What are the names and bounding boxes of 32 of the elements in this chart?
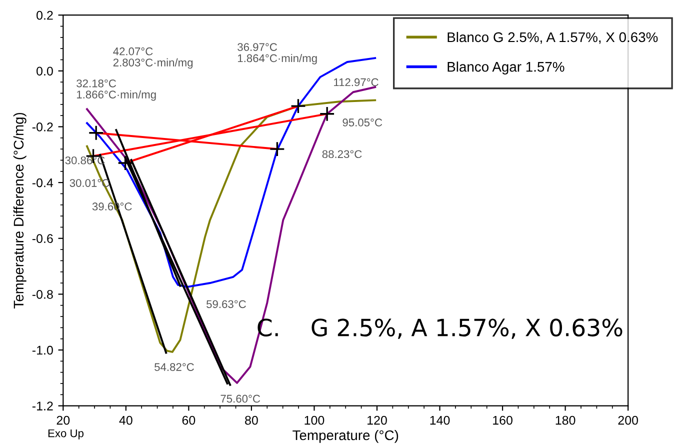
legend-label: Blanco G 2.5%, A 1.57%, X 0.63% bbox=[448, 32, 658, 44]
annotation: 54.82°C bbox=[154, 363, 194, 371]
annotation: 88.23°C bbox=[322, 150, 362, 158]
x-tick-label: 60 bbox=[182, 416, 196, 425]
x-tick-label: 180 bbox=[556, 416, 576, 425]
annotation: 95.05°C bbox=[342, 118, 382, 126]
annotation: 32.18°C 1.866°C·min/mg bbox=[76, 79, 156, 101]
y-tick-label: -1.0 bbox=[32, 346, 53, 355]
y-tick-label: -0.4 bbox=[32, 178, 54, 188]
x-axis-title: Temperature (°C) bbox=[292, 430, 398, 443]
x-tick-label: 160 bbox=[493, 416, 512, 425]
annotation: 36.97°C 1.864°C·min/mg bbox=[238, 43, 317, 64]
annotation: 59.63°C bbox=[206, 300, 246, 308]
y-tick-label: 0.0 bbox=[36, 66, 53, 76]
x-tick-label: 140 bbox=[430, 416, 450, 425]
y-tick-label: -0.6 bbox=[32, 234, 53, 244]
y-tick-label: -0.2 bbox=[32, 122, 53, 132]
x-tick-label: 20 bbox=[56, 416, 70, 425]
text: Exo Up bbox=[48, 429, 84, 440]
annotation: 112.97°C bbox=[334, 78, 378, 86]
y-axis-title: Temperature Difference (°C/mg) bbox=[13, 112, 26, 308]
x-tick-label: 120 bbox=[368, 416, 387, 425]
legend-label: Blanco Agar 1.57% bbox=[448, 62, 564, 74]
x-tick-label: 40 bbox=[119, 416, 132, 425]
x-tick-label: 200 bbox=[618, 416, 638, 425]
x-tick-label: 80 bbox=[245, 416, 258, 425]
y-tick-label: 0.2 bbox=[36, 10, 53, 20]
annotation: 75.60°C bbox=[220, 394, 260, 403]
x-tick-label: 100 bbox=[304, 416, 324, 425]
annotation: 42.07°C 2.803°C·min/mg bbox=[113, 47, 193, 69]
y-tick-label: -1.2 bbox=[32, 402, 53, 410]
y-tick-label: -0.8 bbox=[32, 290, 53, 299]
